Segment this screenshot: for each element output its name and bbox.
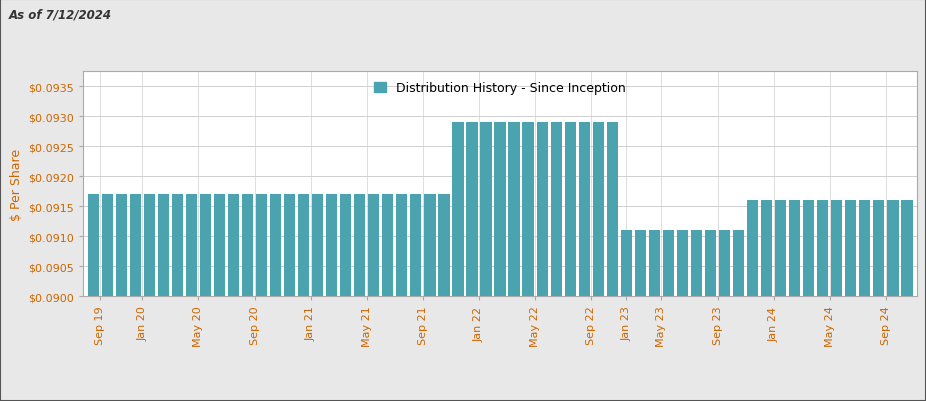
Bar <box>214 195 225 297</box>
Bar <box>410 195 421 297</box>
Bar <box>508 123 519 297</box>
Bar <box>845 201 857 297</box>
Bar <box>186 195 197 297</box>
Legend: Distribution History - Since Inception: Distribution History - Since Inception <box>370 79 630 99</box>
Bar <box>116 195 127 297</box>
Bar <box>775 201 786 297</box>
Bar <box>298 195 309 297</box>
Bar <box>157 195 169 297</box>
Bar <box>859 201 870 297</box>
Bar <box>340 195 351 297</box>
Bar <box>536 123 548 297</box>
Bar <box>522 123 533 297</box>
Bar <box>369 195 380 297</box>
Bar <box>102 195 113 297</box>
Bar <box>761 201 772 297</box>
Bar <box>649 231 660 297</box>
Text: As of 7/12/2024: As of 7/12/2024 <box>9 8 112 21</box>
Bar <box>691 231 702 297</box>
Bar <box>312 195 323 297</box>
Bar <box>832 201 843 297</box>
Bar <box>789 201 800 297</box>
Bar <box>719 231 730 297</box>
Bar <box>747 201 758 297</box>
Bar <box>452 123 464 297</box>
Bar <box>733 231 745 297</box>
Bar <box>803 201 814 297</box>
Bar <box>130 195 141 297</box>
Bar <box>467 123 478 297</box>
Bar <box>607 123 618 297</box>
Y-axis label: $ Per Share: $ Per Share <box>10 148 23 221</box>
Bar <box>200 195 211 297</box>
Bar <box>677 231 688 297</box>
Bar <box>579 123 590 297</box>
Bar <box>242 195 253 297</box>
Bar <box>817 201 829 297</box>
Bar <box>481 123 492 297</box>
Bar <box>270 195 282 297</box>
Bar <box>438 195 449 297</box>
Bar <box>593 123 604 297</box>
Bar <box>705 231 716 297</box>
Bar <box>354 195 366 297</box>
Bar <box>326 195 337 297</box>
Bar <box>634 231 646 297</box>
Bar <box>565 123 576 297</box>
Bar <box>256 195 267 297</box>
Bar <box>284 195 295 297</box>
Bar <box>382 195 394 297</box>
Bar <box>873 201 884 297</box>
Bar <box>424 195 435 297</box>
Bar <box>551 123 562 297</box>
Bar <box>228 195 239 297</box>
Bar <box>887 201 898 297</box>
Bar <box>88 195 99 297</box>
Bar <box>144 195 155 297</box>
Bar <box>396 195 407 297</box>
Bar <box>901 201 912 297</box>
Bar <box>620 231 632 297</box>
Bar <box>494 123 506 297</box>
Bar <box>171 195 183 297</box>
Bar <box>663 231 674 297</box>
